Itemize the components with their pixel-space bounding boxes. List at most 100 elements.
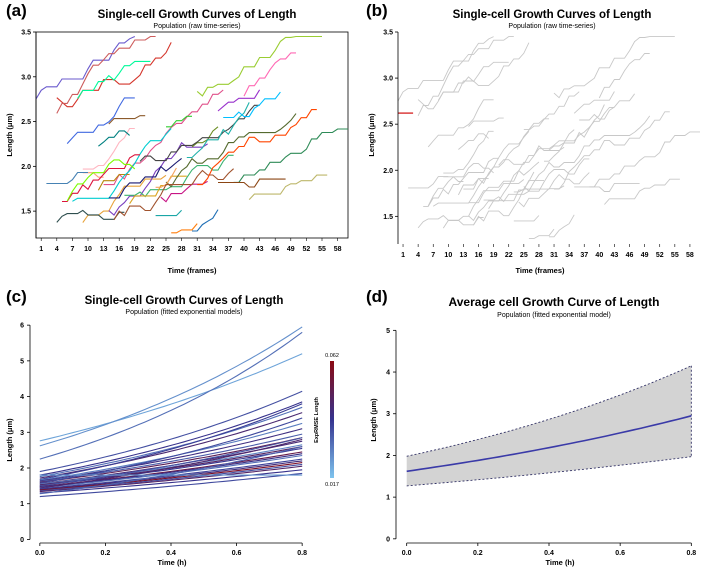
b-trace bbox=[417, 215, 484, 229]
b-trace bbox=[523, 118, 549, 131]
panel-b-xlabel: Time (frames) bbox=[515, 266, 565, 275]
a-xtick-label: 1 bbox=[39, 246, 43, 253]
a-trace bbox=[35, 35, 136, 100]
a-trace bbox=[166, 115, 192, 128]
a-xtick-label: 46 bbox=[271, 246, 279, 253]
a-xtick-label: 10 bbox=[84, 246, 92, 253]
b-trace bbox=[432, 131, 530, 207]
panel-c-fit-curve bbox=[39, 412, 303, 479]
panel-c-ytick-label: 1 bbox=[20, 501, 24, 508]
panel-d-xtick-label: 0.0 bbox=[402, 550, 412, 557]
b-trace bbox=[574, 182, 640, 192]
a-xtick-label: 55 bbox=[318, 246, 326, 253]
panel-d-ytick-label: 2 bbox=[386, 453, 390, 460]
b-xtick-label: 13 bbox=[460, 252, 468, 259]
panel-c-colorbar-min: 0.017 bbox=[325, 482, 339, 488]
b-ytick-label: 2.5 bbox=[383, 122, 393, 129]
b-trace bbox=[548, 129, 575, 151]
panel-c-fit-curve bbox=[39, 454, 303, 489]
panel-c-fit-curve bbox=[39, 401, 303, 476]
panel-c-xtick-label: 0.4 bbox=[166, 550, 176, 557]
b-xtick-label: 52 bbox=[656, 252, 664, 259]
a-trace bbox=[171, 223, 198, 234]
panel-b-series-group bbox=[397, 36, 700, 240]
panel-b: (b) Single-cell Growth Curves of Length … bbox=[366, 1, 700, 275]
panel-a-series-group bbox=[35, 35, 348, 234]
panel-c-xtick-label: 0.0 bbox=[35, 550, 45, 557]
panel-c-xtick-label: 0.2 bbox=[101, 550, 111, 557]
a-ytick-label: 2.5 bbox=[21, 119, 31, 126]
panel-d-confidence-band bbox=[406, 365, 692, 486]
panel-c: (c) Single-cell Growth Curves of Length … bbox=[5, 287, 339, 567]
panel-c-fit-curve bbox=[39, 463, 303, 492]
b-trace bbox=[437, 61, 509, 101]
b-xtick-label: 43 bbox=[611, 252, 619, 259]
a-xtick-label: 52 bbox=[303, 246, 311, 253]
a-trace bbox=[186, 102, 250, 159]
b-xtick-label: 58 bbox=[686, 252, 694, 259]
a-trace bbox=[243, 52, 296, 97]
panel-c-fit-curve bbox=[39, 353, 303, 442]
b-trace bbox=[468, 117, 504, 127]
panel-c-fit-curve bbox=[39, 446, 303, 495]
b-trace bbox=[554, 111, 670, 190]
panel-a-title: Single-cell Growth Curves of Length bbox=[98, 9, 297, 21]
panel-d-ylabel: Length (μm) bbox=[369, 398, 378, 442]
b-xtick-label: 46 bbox=[626, 252, 634, 259]
panel-a-plot-frame bbox=[35, 31, 349, 239]
panel-c-ylabel: Length (μm) bbox=[5, 418, 14, 462]
panel-c-fit-curve bbox=[39, 437, 303, 487]
panel-c-ytick-label: 3 bbox=[20, 430, 24, 437]
a-trace bbox=[233, 128, 348, 183]
panel-c-fit-curve bbox=[39, 406, 303, 478]
a-xtick-label: 34 bbox=[209, 246, 217, 253]
panel-d-mean-curve bbox=[406, 415, 692, 473]
a-xtick-label: 49 bbox=[287, 246, 295, 253]
a-trace bbox=[196, 35, 322, 97]
a-xtick-label: 43 bbox=[256, 246, 264, 253]
panel-d-ytick-label: 0 bbox=[386, 536, 390, 543]
a-xtick-label: 25 bbox=[162, 246, 170, 253]
b-trace bbox=[549, 214, 575, 238]
b-xtick-label: 7 bbox=[431, 252, 435, 259]
a-trace bbox=[139, 104, 260, 162]
panel-c-fit-curve bbox=[39, 428, 303, 482]
b-trace bbox=[417, 36, 514, 116]
a-ytick-label: 3.0 bbox=[21, 74, 31, 81]
panel-d-letter: (d) bbox=[366, 287, 388, 306]
panel-a-xlabel: Time (frames) bbox=[167, 266, 217, 275]
b-xtick-label: 10 bbox=[444, 252, 452, 259]
b-trace bbox=[408, 176, 449, 189]
a-ytick-label: 2.0 bbox=[21, 164, 31, 171]
panel-c-ytick-label: 5 bbox=[20, 358, 24, 365]
b-trace bbox=[443, 176, 464, 182]
b-trace bbox=[573, 91, 615, 114]
a-xtick-label: 19 bbox=[131, 246, 139, 253]
b-xtick-label: 1 bbox=[401, 252, 405, 259]
a-trace bbox=[56, 35, 156, 114]
b-trace bbox=[544, 104, 605, 162]
b-trace bbox=[427, 99, 494, 148]
panel-c-axes: 0 1 2 3 4 5 6 0.0 0.2 0.4 0.6 0.8 bbox=[20, 323, 307, 557]
panel-d-title: Average cell Growth Curve of Length bbox=[449, 295, 660, 309]
panel-c-series-group bbox=[39, 326, 303, 498]
panel-b-subtitle: Population (raw time-series) bbox=[508, 23, 595, 30]
a-trace bbox=[66, 159, 136, 202]
a-trace bbox=[82, 127, 135, 170]
b-trace bbox=[427, 163, 494, 207]
panel-c-title: Single-cell Growth Curves of Length bbox=[85, 295, 284, 307]
panel-c-letter: (c) bbox=[6, 287, 27, 306]
panel-b-axes: 1.5 2.0 2.5 3.0 3.5 1 4 7 10 13 16 19 22 25 28 31 34 37 40… bbox=[383, 30, 694, 260]
b-ytick-label: 3.0 bbox=[383, 76, 393, 83]
panel-d-subtitle: Population (fitted exponential model) bbox=[497, 312, 611, 319]
a-trace bbox=[98, 130, 130, 147]
b-trace bbox=[458, 133, 489, 150]
panel-d-ytick-label: 5 bbox=[386, 328, 390, 335]
a-xtick-label: 40 bbox=[240, 246, 248, 253]
a-ytick-label: 1.5 bbox=[21, 209, 31, 216]
panel-d-ytick-label: 1 bbox=[386, 495, 390, 502]
panel-c-xlabel: Time (h) bbox=[157, 558, 187, 567]
panel-c-fit-curve bbox=[39, 390, 303, 473]
a-trace bbox=[113, 168, 234, 221]
